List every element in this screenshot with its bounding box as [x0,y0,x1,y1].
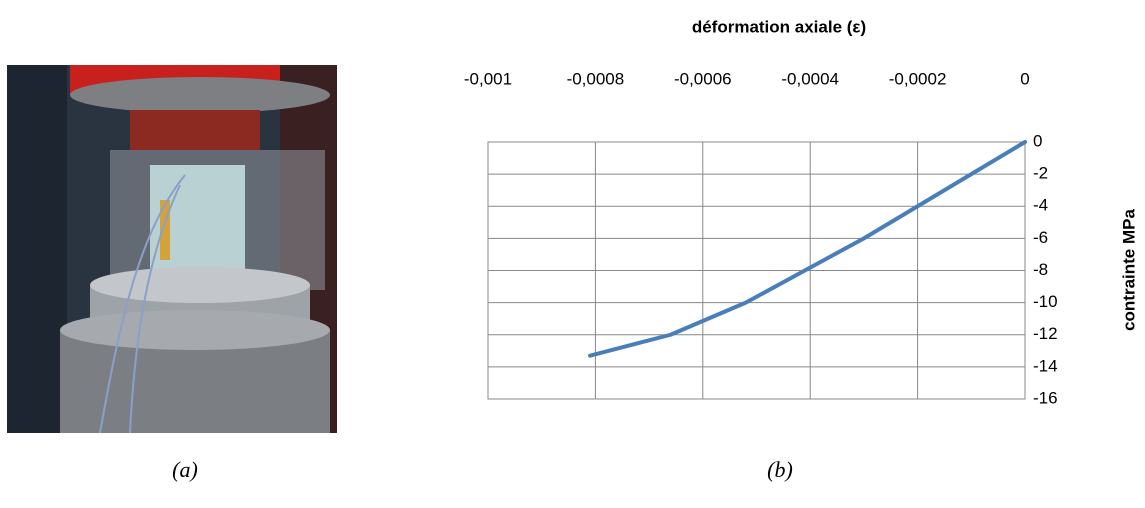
x-tick-label: 0 [1020,69,1029,88]
x-tick-label: -0,0006 [674,69,732,88]
y-tick-label: -12 [1033,324,1058,343]
caption: (b) [767,457,793,482]
y-axis-title: contrainte MPa [1119,209,1138,331]
y-tick-label: -8 [1033,260,1048,279]
y-tick-label: -2 [1033,164,1048,183]
y-tick-label: -6 [1033,228,1048,247]
y-tick-label: -10 [1033,292,1058,311]
x-axis-title: déformation axiale (ε) [692,17,866,36]
y-tick-label: -4 [1033,196,1048,215]
x-tick-label: -0,0008 [567,69,625,88]
y-tick-label: -16 [1033,388,1058,407]
y-tick-label: 0 [1033,131,1042,150]
x-tick-label: -0,0004 [781,69,839,88]
y-tick-label: -14 [1033,356,1058,375]
photo [7,65,337,434]
x-tick-label: -0,001 [464,69,512,88]
x-tick-label: -0,0002 [889,69,947,88]
data-line [588,140,1027,358]
caption: (a) [172,457,198,482]
